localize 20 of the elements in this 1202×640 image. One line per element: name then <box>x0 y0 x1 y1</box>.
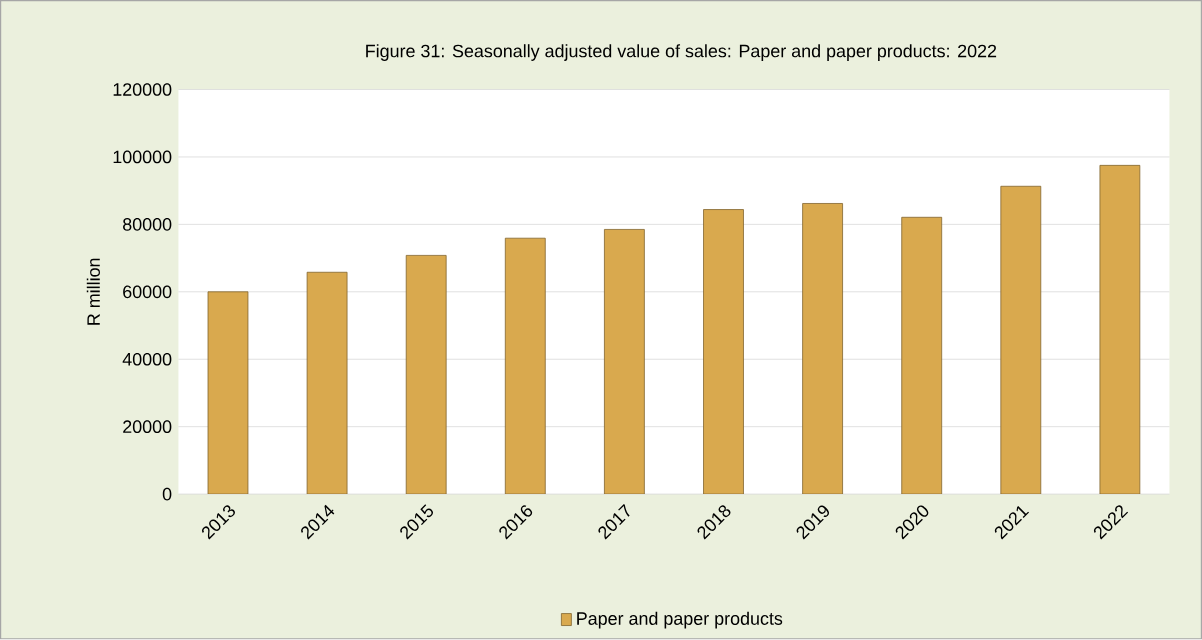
bar <box>604 229 645 495</box>
bar <box>802 203 843 495</box>
y-tick-label: 120000 <box>113 83 172 97</box>
legend-label: Paper and paper products <box>577 611 783 629</box>
bar <box>306 272 348 495</box>
y-tick-label: 60000 <box>123 285 172 299</box>
bar <box>207 291 249 495</box>
bar <box>703 209 744 495</box>
y-tick-label: 40000 <box>122 353 172 366</box>
y-tick-label: 0 <box>162 487 172 501</box>
y-axis-title: R million <box>86 258 100 325</box>
chart-title: Figure 31: Seasonally adjusted value of sales: Paper and paper products: 2022 <box>366 44 997 62</box>
y-tick-label: 100000 <box>113 150 172 164</box>
bar <box>1099 165 1141 495</box>
bar <box>901 217 943 495</box>
bar <box>1000 186 1042 495</box>
bar <box>405 255 447 495</box>
bar <box>504 238 546 495</box>
y-tick-label: 80000 <box>123 218 172 231</box>
y-tick-label: 20000 <box>123 420 172 434</box>
